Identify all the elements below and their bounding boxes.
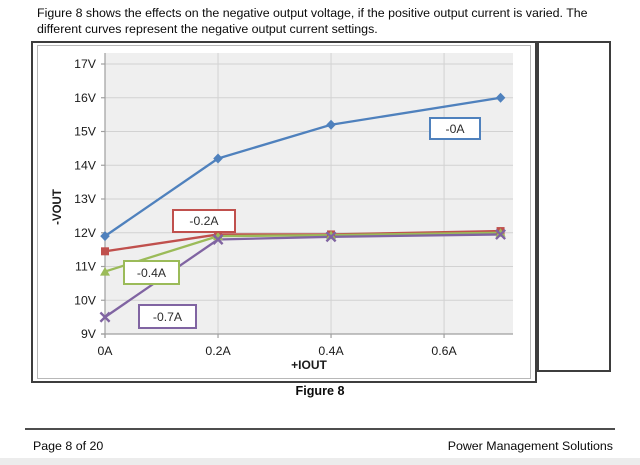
- y-tick-label: 14V: [74, 158, 97, 172]
- marker-diamond: [100, 231, 110, 242]
- series-label-text: -0.7A: [152, 309, 183, 324]
- plot-area: [105, 53, 513, 334]
- series-label-02a: -0.2A: [172, 209, 236, 233]
- intro-paragraph: Figure 8 shows the effects on the negati…: [37, 6, 588, 36]
- y-tick-label: 16V: [74, 91, 97, 105]
- marker-x: [495, 228, 507, 240]
- series-label-text: -0.4A: [136, 265, 167, 280]
- y-tick-label: 10V: [74, 293, 97, 307]
- marker-x: [325, 231, 337, 243]
- series-label-04a: -0.4A: [123, 260, 180, 285]
- marker-square: [101, 247, 109, 256]
- series-line--0.2A: [103, 229, 502, 253]
- marker-x: [99, 311, 111, 323]
- series-line--0A: [103, 96, 502, 238]
- footer-page-number: Page 8 of 20: [33, 439, 104, 453]
- x-tick-label: 0.6A: [431, 344, 457, 358]
- x-tick-label: 0.4A: [318, 344, 344, 358]
- footer-divider: [25, 428, 615, 430]
- series-label-text: -0.2A: [189, 214, 219, 228]
- marker-triangle: [326, 230, 337, 240]
- marker-diamond: [495, 92, 506, 103]
- y-tick-label: 9V: [81, 327, 97, 341]
- window-bottom-edge: [0, 458, 640, 465]
- marker-diamond: [213, 153, 223, 164]
- figure-caption: Figure 8: [295, 384, 345, 398]
- chart-border-frame: [37, 45, 531, 379]
- marker-diamond: [326, 119, 336, 130]
- footer-company-name: Power Management Solutions: [447, 439, 613, 453]
- y-tick-label: 12V: [74, 226, 97, 240]
- y-tick-label: 17V: [74, 57, 97, 71]
- x-tick-label: 0A: [97, 344, 113, 358]
- marker-triangle: [495, 228, 506, 237]
- series-label-07a: -0.7A: [138, 304, 197, 329]
- y-tick-label: 15V: [74, 125, 97, 139]
- marker-triangle: [100, 266, 110, 276]
- x-axis-title: +IOUT: [291, 358, 327, 372]
- series-line--0.4A: [103, 231, 502, 273]
- series-label-text: -0A: [445, 121, 465, 136]
- y-tick-label: 13V: [74, 192, 97, 206]
- empty-table-cell: [537, 41, 611, 372]
- y-tick-label: 11V: [75, 260, 97, 274]
- x-tick-label: 0.2A: [205, 344, 231, 358]
- marker-x: [212, 234, 224, 245]
- y-axis-title: -VOUT: [52, 189, 64, 225]
- series-label-0a: -0A: [429, 117, 481, 140]
